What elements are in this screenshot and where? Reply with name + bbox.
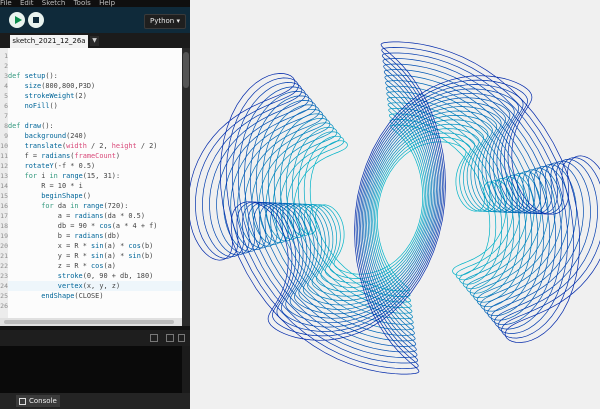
- clear-icon[interactable]: [166, 334, 174, 342]
- line-number-gutter: 1 2 3 4 5 6 7 8 9 10 11 12 13 14 15 16 17 18 19 20 21 22 23 24 2…: [0, 48, 8, 318]
- code-line: b = radians(db): [57, 232, 121, 240]
- code-line: R = 10 * i: [41, 182, 83, 190]
- line-number: 16: [0, 202, 8, 210]
- line-number: 3: [4, 72, 8, 80]
- line-number: 14: [0, 182, 8, 190]
- menu-file[interactable]: File: [0, 0, 12, 7]
- sketch-ring: [286, 119, 514, 297]
- code-line: beginShape(): [41, 192, 92, 200]
- line-number: 12: [0, 162, 8, 170]
- line-number: 5: [4, 92, 8, 100]
- stop-button[interactable]: [28, 12, 44, 28]
- line-number: 26: [0, 302, 8, 310]
- code-line: x = R * sin(a) * cos(b): [57, 242, 154, 250]
- scroll-icon[interactable]: [178, 334, 185, 342]
- sketch-ring: [223, 69, 577, 347]
- line-number: 9: [4, 132, 8, 140]
- code-line: def draw():: [8, 122, 54, 130]
- code-editor[interactable]: def setup(): size(800,800,P3D) strokeWei…: [8, 48, 182, 318]
- pane-divider[interactable]: [0, 326, 190, 330]
- code-line: for da in range(720):: [41, 202, 129, 210]
- code-line: translate(width / 2, height / 2): [24, 142, 158, 150]
- sketch-ring: [272, 107, 528, 309]
- play-icon: [14, 16, 22, 24]
- line-number: 19: [0, 232, 8, 240]
- console-tab-label: Console: [29, 397, 57, 405]
- line-number: 25: [0, 292, 8, 300]
- line-number: 17: [0, 212, 8, 220]
- line-number: 23: [0, 272, 8, 280]
- tab-menu-button[interactable]: ▼: [90, 36, 99, 46]
- current-line-highlight: [8, 281, 182, 291]
- code-line: a = radians(da * 0.5): [57, 212, 145, 220]
- sketch-ring: [251, 91, 549, 325]
- code-line: db = 90 * cos(a * 4 + f): [57, 222, 158, 230]
- line-number: 2: [4, 62, 8, 70]
- menu-edit[interactable]: Edit: [19, 0, 34, 7]
- code-line: rotateY(-f * 0.5): [24, 162, 96, 170]
- code-line: strokeWeight(2): [24, 92, 87, 100]
- sketch-ring: [279, 113, 521, 303]
- code-line: y = R * sin(a) * sin(b): [57, 252, 154, 260]
- line-number: 1: [4, 52, 8, 60]
- menu-help[interactable]: Help: [99, 0, 116, 7]
- bottom-bar: Console: [0, 393, 190, 409]
- stop-icon: [33, 17, 39, 23]
- line-number: 18: [0, 222, 8, 230]
- line-number: 7: [4, 112, 8, 120]
- editor-vertical-scrollbar[interactable]: [182, 48, 190, 346]
- line-number: 4: [4, 82, 8, 90]
- sketch-ring: [230, 74, 570, 342]
- code-line: background(240): [24, 132, 87, 140]
- line-number: 15: [0, 192, 8, 200]
- code-line: noFill(): [24, 102, 58, 110]
- code-line: def setup():: [8, 72, 58, 80]
- line-number: 21: [0, 252, 8, 260]
- menu-bar: File Edit Sketch Tools Help: [0, 0, 190, 7]
- sketch-ring: [265, 102, 535, 314]
- code-line: stroke(0, 90 + db, 180): [57, 272, 154, 280]
- scrollbar-thumb[interactable]: [4, 320, 174, 324]
- sketch-output-canvas: [190, 0, 600, 409]
- line-number: 10: [0, 142, 8, 150]
- processing-ide-window: File Edit Sketch Tools Help Python ▾ ske…: [0, 0, 190, 409]
- line-number: 24: [0, 282, 8, 290]
- copy-icon[interactable]: [150, 334, 158, 342]
- editor-horizontal-scrollbar[interactable]: [0, 318, 182, 326]
- run-button[interactable]: [9, 12, 25, 28]
- scrollbar-thumb[interactable]: [183, 52, 189, 88]
- sketch-ring: [237, 80, 563, 336]
- menu-tools[interactable]: Tools: [73, 0, 91, 7]
- line-number: 6: [4, 102, 8, 110]
- console-icon: [19, 398, 26, 405]
- sketch-rendering: [190, 41, 600, 375]
- toolbar: Python ▾: [0, 7, 190, 33]
- line-number: 20: [0, 242, 8, 250]
- code-line: size(800,800,P3D): [24, 82, 96, 90]
- sketch-ring: [258, 96, 542, 320]
- sketch-ring: [209, 58, 591, 358]
- line-number: 8: [4, 122, 8, 130]
- line-number: 11: [0, 152, 8, 160]
- code-line: z = R * cos(a): [57, 262, 116, 270]
- code-line: f = radians(frameCount): [24, 152, 121, 160]
- menu-sketch[interactable]: Sketch: [41, 0, 66, 7]
- sketch-ring: [190, 41, 600, 375]
- sketch-ring: [216, 63, 584, 353]
- sketch-ring: [202, 52, 598, 364]
- line-number: 22: [0, 262, 8, 270]
- status-row: [0, 330, 190, 346]
- code-line: endShape(CLOSE): [41, 292, 104, 300]
- code-line: vertex(x, y, z): [57, 282, 121, 290]
- line-number: 13: [0, 172, 8, 180]
- console-output[interactable]: [0, 346, 182, 393]
- code-line: for i in range(15, 31):: [24, 172, 121, 180]
- console-tab[interactable]: Console: [16, 395, 60, 407]
- tab-bar: sketch_2021_12_26a ▼: [0, 33, 190, 48]
- tab-sketch[interactable]: sketch_2021_12_26a: [10, 35, 88, 48]
- mode-selector[interactable]: Python ▾: [144, 14, 186, 29]
- sketch-ring: [195, 47, 600, 369]
